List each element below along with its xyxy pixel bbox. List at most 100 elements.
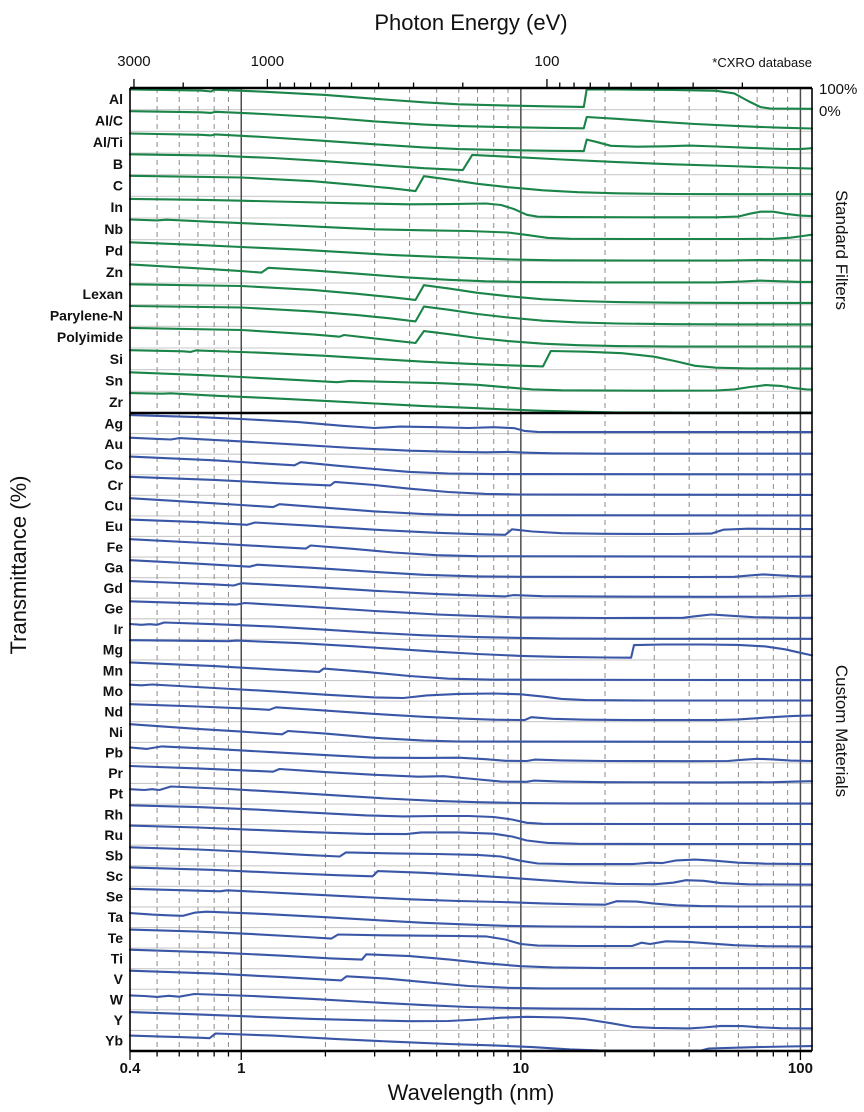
curve-Mo — [128, 683, 814, 702]
curve-W — [128, 992, 814, 1011]
curve-Co — [128, 455, 814, 476]
row-label-W: W — [110, 992, 124, 1008]
curve-Pt — [128, 785, 814, 805]
scale-0-label: 0% — [819, 103, 841, 120]
curve-Ru — [128, 824, 814, 846]
curve-Mg — [128, 639, 814, 659]
row-label-Al: Al — [109, 91, 123, 107]
row-label-Sn: Sn — [105, 373, 123, 389]
row-label-Ag: Ag — [104, 415, 123, 431]
curve-Pd — [128, 241, 814, 262]
row-label-Si: Si — [110, 351, 123, 367]
curve-Sb — [128, 846, 814, 866]
curve-Y — [128, 1011, 814, 1030]
curve-Sn — [128, 371, 814, 392]
transmission-curves — [128, 88, 814, 1052]
row-label-Sb: Sb — [105, 847, 123, 863]
curve-Ir — [128, 621, 814, 640]
curve-Nd — [128, 703, 814, 722]
row-label-Lexan: Lexan — [83, 286, 123, 302]
row-label-Zr: Zr — [109, 394, 124, 410]
row-label-Ta: Ta — [108, 909, 124, 925]
top-tick-label-1000: 1000 — [251, 53, 284, 70]
row-label-Y: Y — [114, 1012, 124, 1028]
curve-Au — [128, 436, 814, 455]
left-axis-title: Transmittance (%) — [6, 476, 31, 655]
curve-Cr — [128, 475, 814, 496]
curve-Ti — [128, 948, 814, 970]
row-label-Yb: Yb — [105, 1033, 123, 1049]
row-label-Cr: Cr — [107, 477, 123, 493]
curve-Mn — [128, 661, 814, 682]
row-label-Pb: Pb — [105, 745, 123, 761]
curve-Ni — [128, 723, 814, 743]
curve-Ge — [128, 600, 814, 620]
curve-Gd — [128, 580, 814, 598]
bottom-axis-title: Wavelength (nm) — [388, 1080, 555, 1105]
curve-In — [128, 197, 814, 219]
axis-tick-labels: 0.4 1 10 100 3000 1000 100 — [117, 53, 813, 1077]
row-label-Mg: Mg — [103, 642, 123, 658]
curve-Zr — [128, 392, 814, 414]
row-label-Mn: Mn — [103, 662, 123, 678]
row-label-C: C — [113, 178, 123, 194]
row-label-Pt: Pt — [109, 786, 123, 802]
material-row-labels: Al Al/C Al/Ti BC In Nb Pd Zn Lexan Parylene-N Poly… — [50, 91, 124, 1049]
top-axis-title: Photon Energy (eV) — [374, 10, 567, 35]
row-label-Ge: Ge — [104, 601, 123, 617]
curve-Ag — [128, 414, 814, 434]
scale-100-label: 100% — [819, 81, 857, 98]
row-label-Te: Te — [108, 930, 124, 946]
axis-ticks — [129, 79, 802, 1060]
section-label-custom-materials: Custom Materials — [832, 665, 851, 797]
curve-Nb — [128, 218, 814, 241]
curve-Yb — [128, 1032, 814, 1052]
curve-Polyimide — [128, 326, 814, 348]
section-label-standard-filters: Standard Filters — [832, 190, 851, 310]
curve-Ta — [128, 910, 814, 928]
row-label-Se: Se — [106, 889, 123, 905]
row-label-Au: Au — [104, 436, 123, 452]
row-label-Ga: Ga — [104, 559, 123, 575]
row-label-Ti: Ti — [111, 950, 123, 966]
curve-Al — [128, 88, 814, 110]
top-tick-label-100: 100 — [534, 53, 559, 70]
row-label-In: In — [111, 199, 123, 215]
curve-Zn — [128, 263, 814, 284]
row-label-Polyimide: Polyimide — [57, 329, 123, 345]
plot-frame — [129, 86, 813, 1053]
curve-Se — [128, 887, 814, 908]
curve-Si — [128, 349, 814, 370]
curve-Lexan — [128, 283, 814, 304]
curve-Al/C — [128, 110, 814, 130]
row-label-B: B — [113, 156, 123, 172]
row-label-Pd: Pd — [105, 243, 123, 259]
row-label-Eu: Eu — [105, 518, 123, 534]
band-gridlines — [130, 109, 812, 1031]
top-tick-label-3000: 3000 — [117, 53, 150, 70]
curve-Sc — [128, 866, 814, 886]
curve-C — [128, 174, 814, 196]
row-label-Nd: Nd — [104, 703, 123, 719]
bottom-tick-label-100: 100 — [788, 1060, 813, 1077]
bottom-tick-label-0.4: 0.4 — [120, 1060, 142, 1077]
curve-Te — [128, 928, 814, 948]
curve-Al/Ti — [128, 132, 814, 153]
curve-V — [128, 969, 814, 990]
row-label-Pr: Pr — [108, 765, 123, 781]
curve-Pr — [128, 764, 814, 784]
cxro-annotation: *CXRO database — [712, 55, 812, 70]
row-label-Nb: Nb — [104, 221, 123, 237]
bottom-tick-label-10: 10 — [512, 1060, 529, 1077]
row-label-Mo: Mo — [103, 683, 123, 699]
row-label-Fe: Fe — [107, 539, 124, 555]
row-label-Co: Co — [104, 456, 123, 472]
curve-Pb — [128, 745, 814, 763]
row-label-V: V — [114, 971, 124, 987]
row-label-Cu: Cu — [104, 498, 123, 514]
curve-Parylene-N — [128, 304, 814, 326]
row-label-Gd: Gd — [104, 580, 123, 596]
row-label-Rh: Rh — [104, 806, 123, 822]
curve-Rh — [128, 804, 814, 826]
